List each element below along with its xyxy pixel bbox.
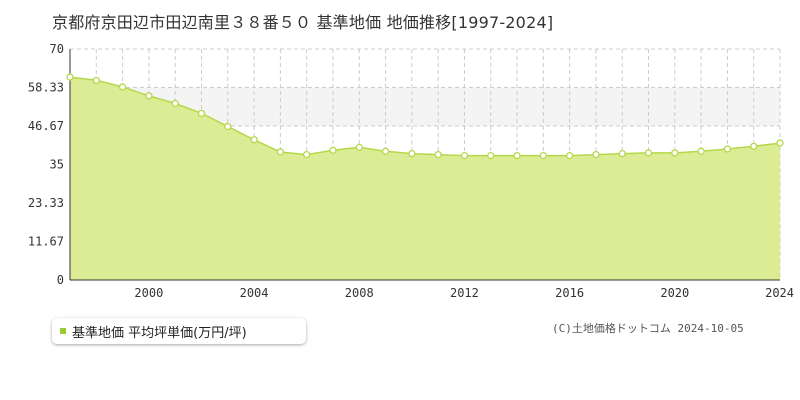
data-point <box>513 151 521 160</box>
y-tick-label: 11.67 <box>28 234 64 248</box>
x-tick-label: 2020 <box>660 286 689 300</box>
data-point <box>145 92 153 100</box>
data-point <box>197 109 206 117</box>
y-tick-label: 70 <box>50 42 64 56</box>
y-tick-label: 46.67 <box>28 119 64 133</box>
data-point <box>460 151 469 160</box>
data-point <box>250 136 258 144</box>
x-tick-label: 2008 <box>345 286 374 300</box>
y-tick-labels: 0 11.67 23.33 35 46.67 58.33 70 <box>28 42 64 287</box>
data-point <box>644 149 653 157</box>
data-point <box>618 149 626 158</box>
data-point <box>381 147 390 155</box>
data-point <box>118 83 127 91</box>
data-point <box>303 150 311 159</box>
y-tick-label: 58.33 <box>28 81 64 95</box>
legend: 基準地価 平均坪単価(万円/坪) <box>52 318 306 344</box>
data-point <box>224 122 232 131</box>
page-title: 京都府京田辺市田辺南里３８番５０ 基準地価 地価推移[1997-2024] <box>52 13 554 32</box>
data-point <box>329 146 337 154</box>
data-point <box>592 150 600 159</box>
data-point <box>92 76 100 84</box>
credit-text: (C)土地価格ドットコム 2024-10-05 <box>552 322 744 335</box>
data-point <box>434 150 442 159</box>
x-tick-labels: 2000 2004 2008 2012 2016 2020 2024 <box>134 286 794 300</box>
data-point <box>671 149 679 157</box>
data-point <box>565 151 574 160</box>
data-point <box>276 148 285 156</box>
legend-label: 基準地価 平均坪単価(万円/坪) <box>72 325 247 341</box>
series-line <box>69 76 781 157</box>
data-point <box>539 151 547 160</box>
data-point <box>776 139 784 147</box>
data-point <box>171 99 179 108</box>
data-point <box>487 151 495 160</box>
data-points <box>66 73 784 160</box>
legend-swatch <box>60 328 66 334</box>
data-point <box>355 143 363 151</box>
y-tick-label: 35 <box>50 158 64 172</box>
data-point <box>408 149 416 158</box>
series-area <box>70 77 780 280</box>
x-tick-label: 2016 <box>555 286 584 300</box>
x-tick-label: 2004 <box>240 286 269 300</box>
x-tick-label: 2012 <box>450 286 479 300</box>
data-point <box>723 145 732 153</box>
data-point <box>750 142 758 151</box>
x-tick-label: 2000 <box>134 286 163 300</box>
x-tick-label: 2024 <box>765 286 794 300</box>
y-tick-label: 23.33 <box>28 196 64 210</box>
data-point <box>697 147 705 155</box>
data-point <box>66 73 74 81</box>
y-tick-label: 0 <box>57 273 64 287</box>
